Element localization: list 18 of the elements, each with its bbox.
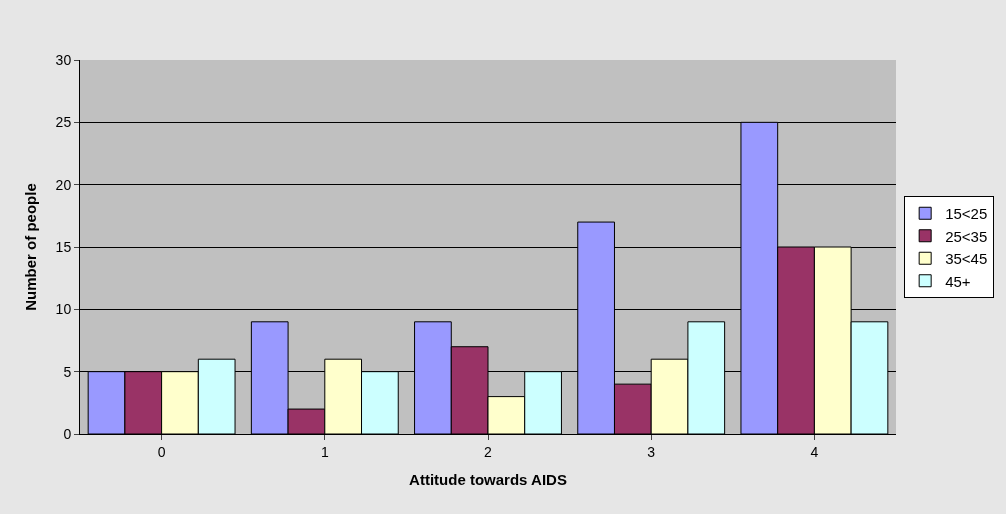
y-tick-label: 30 xyxy=(55,51,72,68)
legend-label: 45+ xyxy=(945,272,971,290)
y-tick-label: 10 xyxy=(55,301,72,318)
legend-label: 25<35 xyxy=(945,227,988,245)
y-tick-label: 5 xyxy=(63,363,72,380)
x-tick-label: 1 xyxy=(320,443,329,460)
y-tick-label: 0 xyxy=(63,425,72,442)
legend-label: 15<25 xyxy=(945,205,988,223)
y-tick-label: 20 xyxy=(55,176,72,193)
x-tick-label: 4 xyxy=(810,443,819,460)
y-tick-label: 25 xyxy=(55,114,72,131)
x-tick-label: 2 xyxy=(484,443,493,460)
x-axis-title: Attitude towards AIDS xyxy=(409,470,567,488)
y-tick-label: 15 xyxy=(55,238,72,255)
legend-label: 35<45 xyxy=(945,250,988,268)
x-tick-label: 0 xyxy=(157,443,166,460)
y-axis-title: Number of people xyxy=(21,183,39,311)
x-tick-label: 3 xyxy=(647,443,656,460)
